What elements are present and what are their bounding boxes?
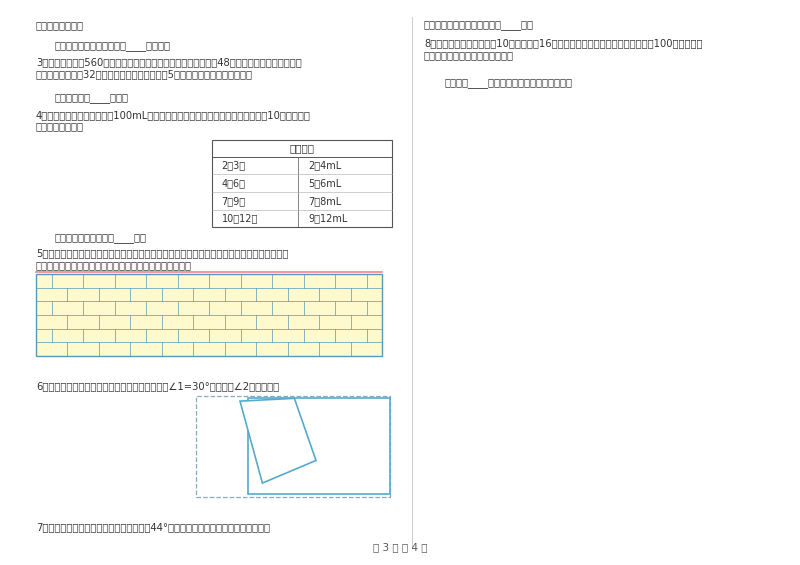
Bar <box>248 398 390 494</box>
Text: 1: 1 <box>282 445 290 459</box>
Text: 2～3岁: 2～3岁 <box>222 160 246 171</box>
Text: 4．小明感冒咳嗽，买了一瓶100mL的止咳糖浆，下面是每次用量说明，小明今年10岁，这瓶药: 4．小明感冒咳嗽，买了一瓶100mL的止咳糖浆，下面是每次用量说明，小明今年10… <box>36 110 311 120</box>
Text: 5～6mL: 5～6mL <box>308 178 342 188</box>
Text: 收了多少个鸡蛋？: 收了多少个鸡蛋？ <box>36 20 84 30</box>
Text: 答：这瓶药最多够牡喝____次。: 答：这瓶药最多够牡喝____次。 <box>54 233 146 243</box>
Text: 8．有一种洗衣液，需要在10升水中加入16毫升洗衣液效果更好，一台洗衣机装水100升，倒入多: 8．有一种洗衣液，需要在10升水中加入16毫升洗衣液效果更好，一台洗衣机装水10… <box>424 38 702 49</box>
Text: 2～4mL: 2～4mL <box>308 160 342 171</box>
Text: 10～12岁: 10～12岁 <box>222 214 258 223</box>
Text: 答：倒入____毫升洗衣液效果才能达到最好。: 答：倒入____毫升洗衣液效果才能达到最好。 <box>444 78 572 88</box>
Text: 6．下图是把一张长方形纸折起来后的图形，其中∠1=30°，你知道∠2的度数吗？: 6．下图是把一张长方形纸折起来后的图形，其中∠1=30°，你知道∠2的度数吗？ <box>36 381 279 392</box>
Text: 少毫升洗衣液效果才能达到最好？: 少毫升洗衣液效果才能达到最好？ <box>424 50 514 60</box>
Text: 4～6岁: 4～6岁 <box>222 178 246 188</box>
Text: 2: 2 <box>264 437 272 450</box>
Text: 用量说明: 用量说明 <box>290 144 314 154</box>
Text: 5．建筑工人在砌墙时会在墙的两头分别固定两枚钉子，然后在钉子之间拉一条绳子，做出一条: 5．建筑工人在砌墙时会在墙的两头分别固定两枚钉子，然后在钉子之间拉一条绳子，做出… <box>36 249 288 259</box>
Text: 3．甲乙两地相距560千米，一辆汽车从甲地开往乙地，每小时行48千米，另一辆汽车从乙地开: 3．甲乙两地相距560千米，一辆汽车从甲地开往乙地，每小时行48千米，另一辆汽车… <box>36 58 302 68</box>
Polygon shape <box>240 398 316 483</box>
Text: 往甲地，每小时行32千米，两车从两地相对开出5小时后，两车相距多少千米？: 往甲地，每小时行32千米，两车从两地相对开出5小时后，两车相距多少千米？ <box>36 69 253 79</box>
Text: 7～9岁: 7～9岁 <box>222 196 246 206</box>
Text: 第 3 页 共 4 页: 第 3 页 共 4 页 <box>373 542 427 553</box>
Text: 7～8mL: 7～8mL <box>308 196 342 206</box>
Bar <box>196 396 390 497</box>
Bar <box>212 140 392 227</box>
Text: 最多够他喝几次？: 最多够他喝几次？ <box>36 121 84 132</box>
Text: 答：两车相距____千米。: 答：两车相距____千米。 <box>54 93 128 103</box>
Bar <box>36 274 382 356</box>
Text: 答：这个养鸡场星期一收了____个鸡蛋。: 答：这个养鸡场星期一收了____个鸡蛋。 <box>54 41 170 51</box>
Text: 直的参照线，这样砌出的墙是直的，你知道这是为什么吗？: 直的参照线，这样砌出的墙是直的，你知道这是为什么吗？ <box>36 260 192 270</box>
Text: 9～12mL: 9～12mL <box>308 214 347 223</box>
Text: 答：这个等腰三角形的顶角是____度。: 答：这个等腰三角形的顶角是____度。 <box>424 20 534 30</box>
Text: 7．在一个等腰三角形中，其中一个底角是44°，则这个等腰三角形的顶角是多少度？: 7．在一个等腰三角形中，其中一个底角是44°，则这个等腰三角形的顶角是多少度？ <box>36 523 270 533</box>
